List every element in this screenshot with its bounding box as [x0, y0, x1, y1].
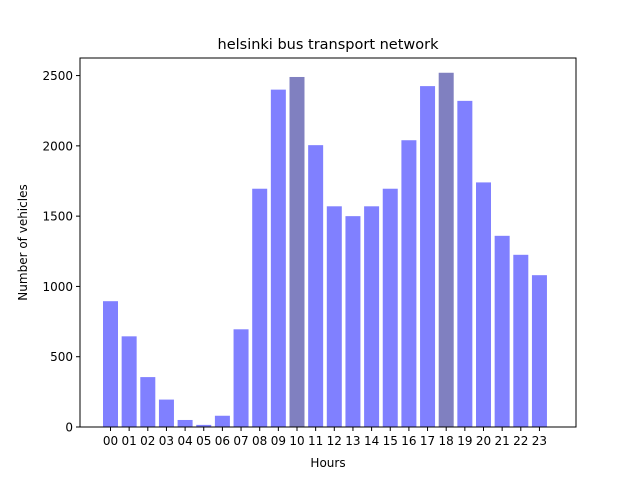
x-axis-label: Hours [310, 456, 345, 470]
x-tick-label-12: 12 [327, 434, 342, 448]
y-tick-label-2000: 2000 [42, 139, 73, 153]
x-tick-label-01: 01 [122, 434, 137, 448]
x-tick-label-10: 10 [289, 434, 304, 448]
x-tick-label-18: 18 [439, 434, 454, 448]
bar-17 [420, 86, 436, 428]
x-tick-label-06: 06 [215, 434, 230, 448]
bar-07 [233, 329, 249, 427]
y-tick-label-0: 0 [65, 421, 73, 435]
bar-00 [103, 301, 118, 427]
x-tick-label-21: 21 [495, 434, 510, 448]
x-tick-label-04: 04 [177, 434, 192, 448]
x-tick-label-00: 00 [103, 434, 118, 448]
bar-01 [121, 336, 137, 427]
x-tick-label-17: 17 [420, 434, 435, 448]
chart-title: helsinki bus transport network [218, 37, 440, 53]
x-axis-ticks: 00 01 02 03 04 05 06 07 08 09 10 11 12 13 14 15 16 17 18 19… [103, 427, 547, 448]
y-tick-label-500: 500 [50, 350, 73, 364]
y-tick-label-1500: 1500 [42, 210, 73, 224]
bar-09 [270, 89, 286, 427]
bar-08 [252, 188, 268, 427]
x-tick-label-03: 03 [159, 434, 174, 448]
x-tick-label-23: 23 [532, 434, 547, 448]
plot-frame [79, 57, 577, 428]
x-tick-label-09: 09 [271, 434, 286, 448]
bar-19 [457, 100, 473, 428]
x-tick-label-05: 05 [196, 434, 211, 448]
bar-12 [326, 206, 342, 427]
x-tick-label-14: 14 [364, 434, 379, 448]
x-tick-label-22: 22 [513, 434, 528, 448]
bar-14 [364, 206, 380, 427]
bar-15 [382, 188, 398, 427]
x-tick-label-11: 11 [308, 434, 323, 448]
bar-20 [476, 182, 491, 427]
x-tick-label-07: 07 [233, 434, 248, 448]
bar-04 [177, 419, 193, 427]
bar-06 [214, 415, 230, 427]
bar-16 [401, 140, 417, 428]
x-tick-label-02: 02 [140, 434, 155, 448]
bar-05 [196, 424, 212, 427]
x-tick-label-15: 15 [383, 434, 398, 448]
x-tick-label-13: 13 [345, 434, 360, 448]
bar-22 [513, 254, 529, 427]
bar-21 [494, 235, 510, 427]
bar-10 [289, 76, 305, 427]
x-tick-label-20: 20 [476, 434, 491, 448]
x-tick-label-16: 16 [401, 434, 416, 448]
bar-03 [158, 399, 174, 427]
bar-23 [531, 275, 547, 427]
x-tick-label-19: 19 [457, 434, 472, 448]
bar-18 [438, 72, 454, 427]
y-tick-label-1000: 1000 [42, 280, 73, 294]
y-axis-label: Number of vehicles [16, 184, 30, 300]
bar-02 [140, 377, 156, 427]
bars-group [103, 72, 547, 428]
y-tick-label-2500: 2500 [42, 69, 73, 83]
bar-11 [308, 145, 324, 427]
x-tick-label-08: 08 [252, 434, 267, 448]
bar-13 [345, 216, 361, 427]
y-axis-ticks: 0 500 1000 1500 2000 2500 [42, 69, 80, 435]
